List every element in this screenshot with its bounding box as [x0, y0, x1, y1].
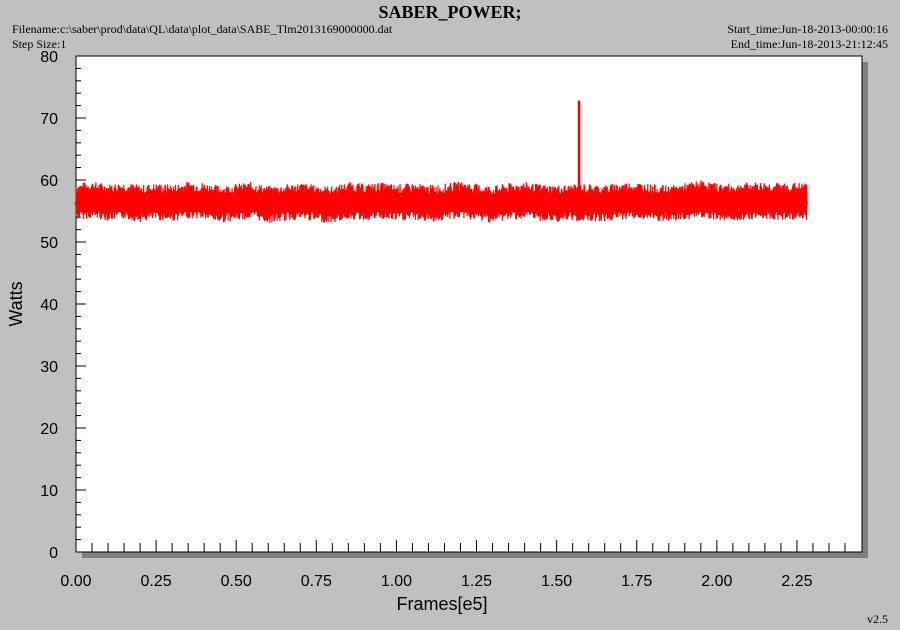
y-tick-label: 20	[40, 421, 58, 438]
x-axis-title: Frames[e5]	[396, 594, 487, 614]
labels-layer: 0 10 20 30 40 50 60 70 80 0.00 0.25 0.50 0.75 1.00 1.2…	[40, 49, 812, 590]
x-tick-label: 1.25	[461, 573, 492, 590]
filename-label: Filename:c:\saber\prod\data\QL\data\plot…	[12, 22, 393, 36]
series-core-band	[76, 193, 807, 213]
x-tick-label: 1.75	[621, 573, 652, 590]
y-tick-label: 70	[40, 111, 58, 128]
y-tick-label: 80	[40, 49, 58, 66]
step-size-label: Step Size:1	[12, 37, 67, 51]
series-layer	[74, 100, 808, 224]
time-info: Start_time:Jun-18-2013-00:00:16 End_time…	[727, 22, 888, 52]
y-tick-label: 60	[40, 173, 58, 190]
y-tick-label: 10	[40, 483, 58, 500]
x-tick-label: 1.00	[381, 573, 412, 590]
end-time-label: End_time:Jun-18-2013-21:12:45	[730, 37, 888, 51]
y-tick-label: 50	[40, 235, 58, 252]
x-tick-label: 0.50	[221, 573, 252, 590]
file-info: Filename:c:\saber\prod\data\QL\data\plot…	[12, 22, 392, 52]
x-tick-label: 2.00	[701, 573, 732, 590]
x-tick-label: 1.50	[541, 573, 572, 590]
x-tick-label: 0.00	[60, 573, 91, 590]
y-tick-label: 40	[40, 297, 58, 314]
y-axis-title: Watts	[6, 281, 26, 326]
x-tick-label: 0.75	[301, 573, 332, 590]
start-time-label: Start_time:Jun-18-2013-00:00:16	[727, 22, 888, 36]
x-tick-label: 2.25	[781, 573, 812, 590]
version-label: v2.5	[867, 612, 888, 626]
x-tick-label: 0.25	[141, 573, 172, 590]
y-tick-label: 0	[49, 545, 58, 562]
y-tick-label: 30	[40, 359, 58, 376]
chart-title: SABER_POWER;	[378, 2, 522, 22]
ticks-layer	[75, 55, 846, 553]
plot-area	[75, 55, 863, 553]
